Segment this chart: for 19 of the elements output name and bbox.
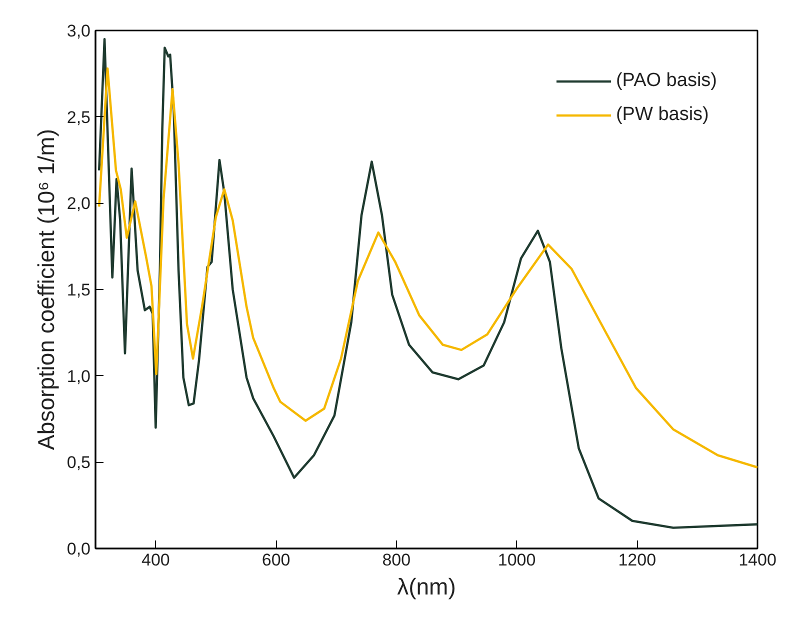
x-tick-label: 1000 [498,550,536,570]
y-tick-label: 0,5 [66,453,91,472]
x-tick-label: 1400 [738,550,776,570]
y-tick-label: 1,5 [66,280,91,300]
x-tick-label: 800 [382,550,411,570]
y-tick-label: 1,0 [66,366,91,386]
x-tick-label: 1200 [618,550,656,570]
y-tick-label: 3,0 [66,22,91,40]
y-tick-label: 2,0 [66,194,91,214]
x-tick-label: 400 [142,550,170,570]
legend-label: (PW basis) [616,104,709,126]
line-series [98,38,758,529]
x-axis-title: λ(nm) [397,574,456,600]
x-tick-label: 600 [262,550,290,570]
y-axis-title: Absorption coefficient (10⁶ 1/m) [32,129,59,450]
legend-label: (PAO basis) [616,70,717,92]
y-tick-label: 2,5 [66,108,91,127]
y-tick-label: 0,0 [66,540,91,558]
line-series [98,67,758,468]
